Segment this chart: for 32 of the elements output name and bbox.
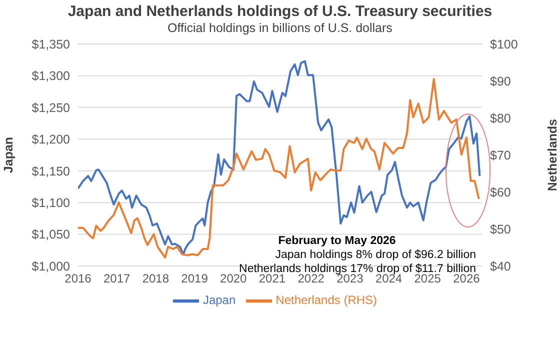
y2-tick-label: $50: [490, 222, 511, 236]
x-tick-label: 2016: [64, 272, 92, 286]
y2-tick-label: $100: [490, 37, 518, 52]
x-tick-label: 2022: [298, 272, 325, 286]
annotation: Japan holdings 8% drop of $96.2 billion: [274, 248, 476, 262]
chart-title: Japan and Netherlands holdings of U.S. Treasury securities: [66, 3, 494, 20]
x-tick-label: 2019: [181, 272, 208, 286]
y-tick-label: $1,200: [32, 132, 70, 147]
annotation: February to May 2026: [277, 234, 397, 248]
y2-axis-title: Netherlands: [545, 118, 560, 192]
x-tick-label: 2026: [453, 272, 480, 286]
y-tick-label: $1,350: [32, 37, 70, 52]
y-tick-label: $1,250: [32, 100, 70, 115]
x-tick-label: 2017: [103, 272, 131, 286]
legend-label: Japan: [202, 293, 236, 308]
y2-tick-label: $90: [490, 74, 511, 88]
y2-tick-label: $80: [490, 111, 511, 126]
y2-tick-label: $60: [490, 185, 511, 200]
y-tick-label: $1,000: [32, 259, 70, 274]
x-tick-label: 2021: [258, 272, 286, 286]
x-tick-label: 2020: [220, 272, 248, 286]
y-tick-label: $1,100: [32, 196, 70, 210]
x-tick-label: 2018: [142, 272, 170, 286]
legend-label: Netherlands (RHS): [276, 293, 378, 308]
y-tick-label: $1,300: [32, 69, 70, 84]
y-tick-label: $1,050: [32, 228, 70, 242]
y2-tick-label: $40: [490, 259, 511, 274]
chart-subtitle: Official holdings in billions of U.S. dollars: [166, 21, 394, 35]
x-tick-label: 2025: [414, 272, 442, 286]
y2-tick-label: $70: [490, 148, 511, 162]
y-tick-label: $1,150: [32, 164, 70, 178]
y-axis-title: Japan: [1, 136, 16, 174]
